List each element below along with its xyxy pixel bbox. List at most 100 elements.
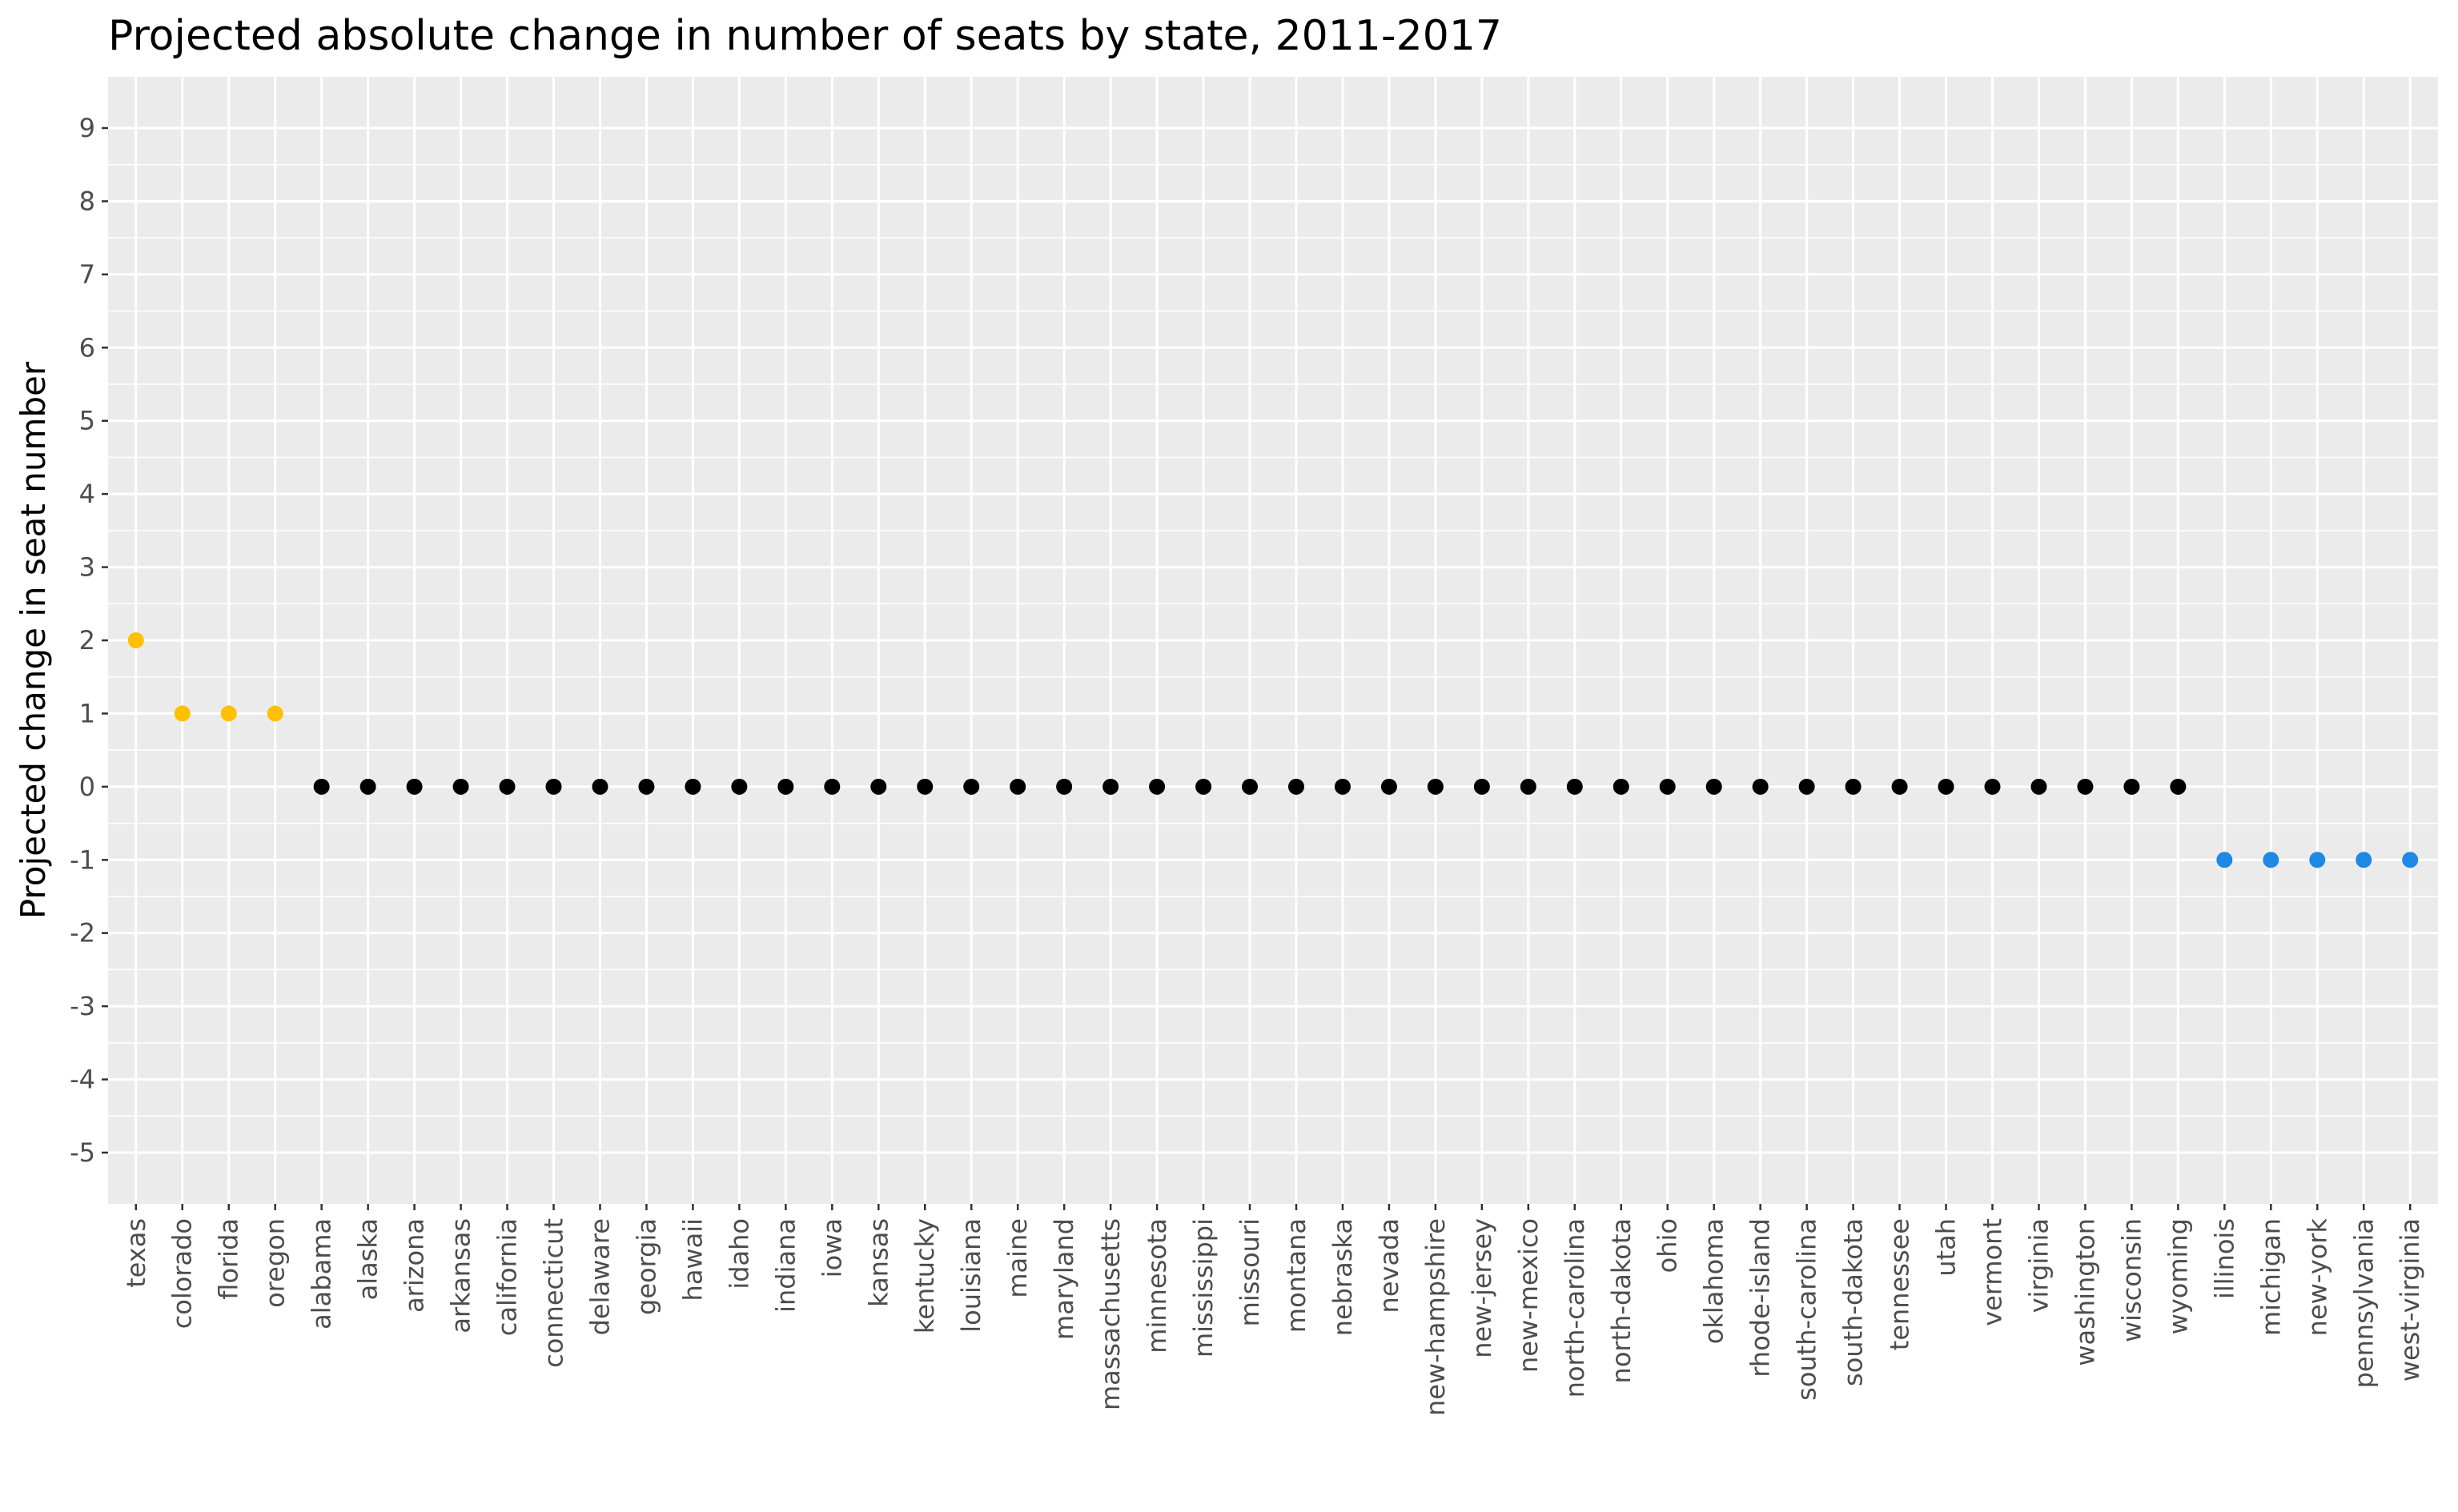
x-tick-label: virginia: [2023, 1218, 2054, 1313]
y-axis-label: Projected change in seat number: [14, 361, 53, 919]
data-point: [1520, 778, 1536, 795]
major-gridlines: [108, 77, 2438, 1204]
x-tick-label: new-jersey: [1467, 1218, 1497, 1358]
x-tick-label: california: [492, 1218, 523, 1336]
y-tick-label: 2: [79, 625, 95, 656]
data-point: [870, 778, 887, 795]
x-tick-label: oklahoma: [1699, 1218, 1729, 1344]
data-point: [731, 778, 748, 795]
y-tick-label: -4: [70, 1065, 95, 1095]
data-point: [1938, 778, 1954, 795]
x-tick-label: new-hampshire: [1420, 1218, 1451, 1416]
data-point: [174, 705, 191, 722]
x-tick-label: idaho: [724, 1218, 754, 1289]
y-tick-label: -2: [70, 918, 95, 949]
data-point: [313, 778, 330, 795]
data-point: [545, 778, 562, 795]
x-tick-label: south-carolina: [1792, 1218, 1822, 1401]
data-point: [2216, 852, 2233, 868]
x-tick-label: north-dakota: [1606, 1218, 1637, 1383]
x-tick-label: louisiana: [956, 1218, 986, 1333]
data-point: [1056, 778, 1073, 795]
data-point: [1287, 778, 1304, 795]
x-tick-label: oregon: [260, 1218, 291, 1308]
x-tick-label: minnesota: [1142, 1218, 1172, 1354]
data-point: [127, 632, 144, 648]
x-tick-label: vermont: [1978, 1218, 2008, 1326]
x-tick-label: nebraska: [1327, 1218, 1358, 1336]
data-point: [499, 778, 516, 795]
x-tick-label: arizona: [400, 1218, 430, 1313]
x-tick-label: iowa: [817, 1218, 847, 1277]
data-point: [2309, 852, 2326, 868]
data-point: [1752, 778, 1769, 795]
x-tick-label: delaware: [584, 1218, 615, 1335]
data-point: [2030, 778, 2047, 795]
y-tick-label: 6: [79, 332, 95, 363]
minor-gridlines: [108, 163, 2438, 1117]
data-point: [1149, 778, 1166, 795]
data-point: [406, 778, 423, 795]
x-tick-label: michigan: [2255, 1218, 2286, 1336]
data-point: [1473, 778, 1490, 795]
y-tick-label: 4: [79, 479, 95, 509]
data-point: [963, 778, 980, 795]
y-tick-label: -5: [70, 1137, 95, 1168]
data-point: [1984, 778, 2001, 795]
x-tick-label: maine: [1002, 1218, 1033, 1298]
x-tick-label: pennsylvania: [2348, 1218, 2379, 1388]
y-tick-label: 5: [79, 406, 95, 436]
x-tick-label: utah: [1931, 1218, 1962, 1277]
data-point: [220, 705, 237, 722]
y-axis: -5 -4 -3 -2 -1 0 1 2 3 4 5 6 7 8 9: [70, 113, 108, 1168]
data-point: [685, 778, 701, 795]
y-tick-label: -1: [70, 844, 95, 875]
x-tick-label: washington: [2070, 1218, 2100, 1366]
x-tick-label: hawaii: [677, 1218, 708, 1301]
data-point: [1102, 778, 1119, 795]
y-tick-label: -3: [70, 991, 95, 1021]
data-point: [2263, 852, 2279, 868]
x-tick-label: kansas: [863, 1218, 894, 1307]
data-point: [638, 778, 655, 795]
data-point: [1705, 778, 1722, 795]
x-tick-label: rhode-island: [1745, 1218, 1776, 1378]
data-point: [2123, 778, 2140, 795]
x-tick-label: ohio: [1653, 1218, 1683, 1273]
data-points: [127, 632, 2419, 868]
data-point: [452, 778, 469, 795]
data-point: [1380, 778, 1397, 795]
y-tick-label: 9: [79, 113, 95, 143]
data-point: [1659, 778, 1676, 795]
data-point: [1891, 778, 1908, 795]
data-point: [1845, 778, 1862, 795]
x-tick-label: west-virginia: [2395, 1218, 2425, 1382]
x-axis: texas colorado florida oregon alabama alaska a…: [121, 1204, 2425, 1416]
x-tick-label: montana: [1281, 1218, 1311, 1333]
x-tick-label: georgia: [631, 1218, 661, 1315]
x-tick-label: new-york: [2302, 1218, 2332, 1337]
x-tick-label: arkansas: [446, 1218, 476, 1334]
data-point: [267, 705, 283, 722]
data-point: [1798, 778, 1815, 795]
data-point: [2402, 852, 2419, 868]
data-point: [1010, 778, 1026, 795]
data-point: [917, 778, 934, 795]
data-point: [1242, 778, 1259, 795]
y-tick-label: 8: [79, 186, 95, 216]
x-tick-label: mississippi: [1188, 1218, 1219, 1358]
x-tick-label: north-carolina: [1560, 1218, 1590, 1398]
data-point: [1566, 778, 1583, 795]
x-tick-label: illinois: [2209, 1218, 2239, 1299]
x-tick-label: connecticut: [538, 1218, 568, 1368]
x-tick-label: massachusetts: [1095, 1218, 1126, 1410]
x-tick-label: south-dakota: [1838, 1218, 1869, 1386]
x-tick-label: nevada: [1374, 1218, 1404, 1313]
x-tick-label: wisconsin: [2116, 1218, 2147, 1342]
x-tick-label: texas: [121, 1218, 151, 1288]
x-tick-label: alabama: [307, 1218, 337, 1330]
data-point: [2077, 778, 2094, 795]
x-tick-label: missouri: [1235, 1218, 1265, 1326]
data-point: [359, 778, 376, 795]
